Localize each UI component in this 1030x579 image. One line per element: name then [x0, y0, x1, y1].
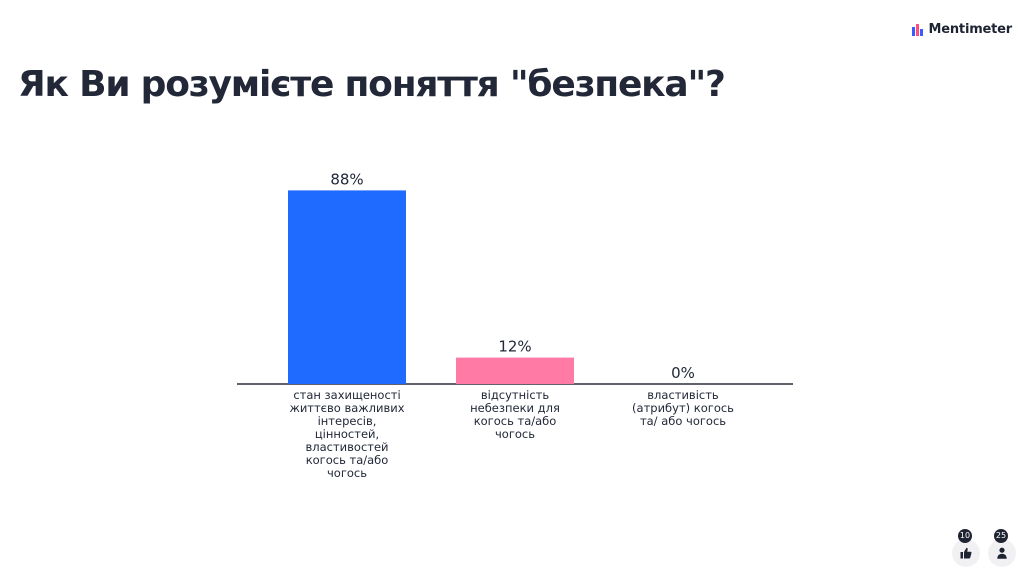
- brand: Mentimeter: [911, 22, 1013, 37]
- bar-value-label-1: 88%: [330, 170, 363, 188]
- person-icon: [997, 547, 1007, 559]
- brand-name: Mentimeter: [928, 22, 1013, 37]
- bar-2: [456, 357, 574, 384]
- question-title: Як Ви розумієте поняття "безпека"?: [18, 64, 726, 105]
- bar-value-label-2: 12%: [498, 338, 531, 356]
- mentimeter-logo-icon: [911, 23, 923, 36]
- category-label-3: властивість (атрибут) когось та/ або чог…: [632, 388, 734, 428]
- category-label-2: відсутність небезпеки для когось та/або …: [470, 388, 560, 441]
- bar-value-label-3: 0%: [671, 364, 695, 382]
- category-label-1: стан захищеності життєво важливих інтере…: [289, 388, 405, 480]
- participants-count: 25: [994, 529, 1008, 543]
- reactions-count: 10: [958, 529, 972, 543]
- bar-1: [288, 190, 406, 384]
- thumbs-up-icon: [960, 547, 972, 559]
